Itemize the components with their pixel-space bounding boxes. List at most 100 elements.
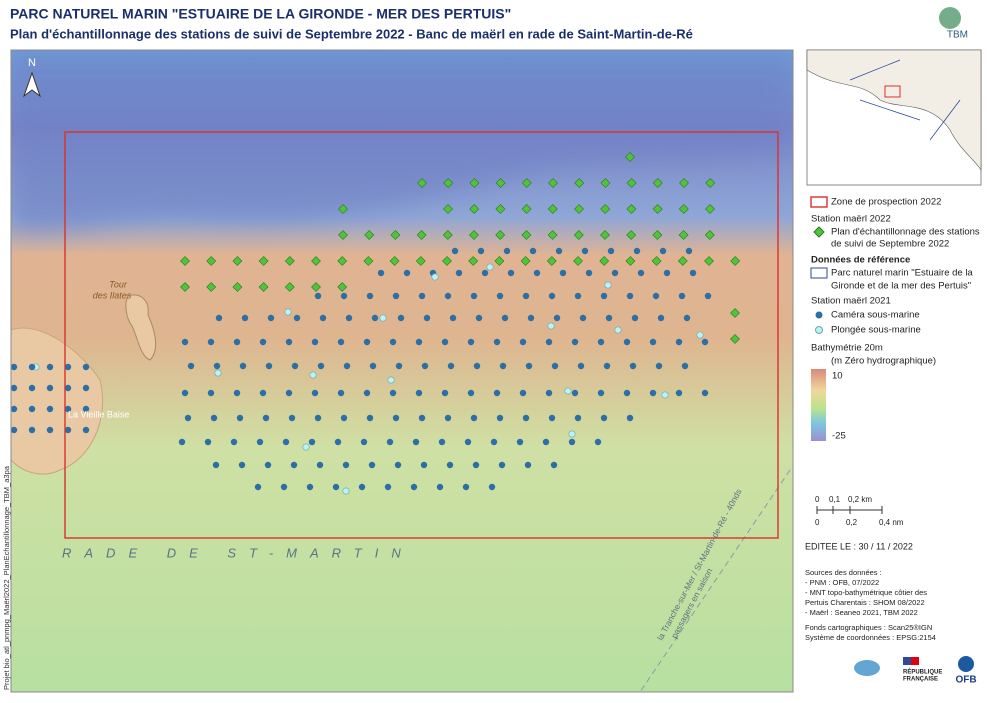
station-2022 (521, 230, 532, 240)
station-camera (285, 389, 293, 397)
station-camera (288, 414, 296, 422)
station-camera (366, 292, 374, 300)
station-camera (181, 338, 189, 346)
station-camera (689, 269, 697, 277)
station-2022 (600, 178, 611, 188)
station-2022 (652, 230, 663, 240)
station-camera (342, 461, 350, 469)
station-camera (611, 269, 619, 277)
station-dive (431, 273, 439, 281)
station-camera (204, 438, 212, 446)
station-2022 (652, 178, 663, 188)
station-2022 (284, 282, 295, 292)
station-camera (241, 314, 249, 322)
legend-heading: Station maërl 2022 (811, 214, 891, 225)
station-2022 (284, 256, 295, 266)
station-camera (545, 338, 553, 346)
station-camera (559, 269, 567, 277)
scale-nm: 0,2 (846, 518, 858, 527)
legend-max: 10 (832, 371, 843, 382)
station-camera (496, 292, 504, 300)
islet (125, 294, 157, 361)
station-camera (316, 461, 324, 469)
station-2022 (705, 204, 715, 214)
station-2022 (677, 256, 688, 266)
station-camera (418, 292, 426, 300)
station-2022 (599, 256, 610, 266)
station-camera (701, 389, 709, 397)
station-2022 (442, 230, 453, 240)
station-camera (516, 438, 524, 446)
station-camera (574, 414, 582, 422)
legend-camera: Caméra sous-marine (831, 310, 920, 321)
station-camera (545, 389, 553, 397)
station-camera (681, 362, 689, 370)
station-camera (524, 461, 532, 469)
station-camera (507, 269, 515, 277)
station-dive (486, 263, 494, 271)
station-camera (82, 363, 90, 371)
station-camera (473, 362, 481, 370)
station-camera (415, 389, 423, 397)
station-camera (403, 269, 411, 277)
station-camera (467, 338, 475, 346)
station-camera (493, 338, 501, 346)
source-line: Sources des données : (805, 568, 882, 577)
station-camera (503, 247, 511, 255)
station-dive (387, 376, 395, 384)
station-camera (626, 414, 634, 422)
prospection-zone (64, 131, 779, 539)
station-camera (389, 338, 397, 346)
station-camera (675, 338, 683, 346)
tower-label: Tour (109, 279, 128, 289)
station-camera (488, 483, 496, 491)
station-2022 (443, 204, 453, 214)
station-dive (696, 331, 704, 339)
station-camera (363, 338, 371, 346)
station-2022 (443, 178, 454, 188)
station-camera (264, 461, 272, 469)
station-camera (629, 362, 637, 370)
station-camera (446, 461, 454, 469)
station-2022 (678, 204, 689, 214)
station-camera (360, 438, 368, 446)
station-2022 (626, 204, 637, 214)
station-camera (550, 461, 558, 469)
bay-label: RADE DE ST-MARTIN (62, 545, 414, 560)
station-camera (28, 384, 36, 392)
station-camera (369, 362, 377, 370)
station-camera (574, 292, 582, 300)
station-camera (358, 483, 366, 491)
legend-dive: Plongée sous-marine (831, 325, 921, 336)
station-2022 (704, 230, 715, 240)
station-camera (597, 338, 605, 346)
station-camera (657, 314, 665, 322)
station-camera (311, 389, 319, 397)
station-camera (384, 483, 392, 491)
legend-park: Gironde et de la mer des Pertuis" (831, 281, 971, 292)
station-camera (46, 426, 54, 434)
station-camera (11, 384, 18, 392)
station-2022 (730, 334, 740, 344)
station-2022 (258, 282, 269, 292)
station-camera (623, 389, 631, 397)
station-camera (28, 405, 36, 413)
source-line: Pertuis Charentais : SHOM 08/2022 (805, 598, 925, 607)
station-camera (212, 461, 220, 469)
station-camera (475, 314, 483, 322)
station-dive (302, 443, 310, 451)
station-camera (236, 414, 244, 422)
station-camera (577, 362, 585, 370)
station-camera (377, 269, 385, 277)
station-camera (82, 405, 90, 413)
station-camera (655, 362, 663, 370)
station-2022 (520, 256, 531, 266)
station-2022 (417, 178, 427, 188)
station-camera (11, 405, 18, 413)
legend-heading: Bathymétrie 20m (811, 343, 883, 354)
station-camera (363, 389, 371, 397)
station-camera (499, 362, 507, 370)
station-2022 (705, 178, 716, 188)
station-camera (470, 292, 478, 300)
station-camera (529, 247, 537, 255)
